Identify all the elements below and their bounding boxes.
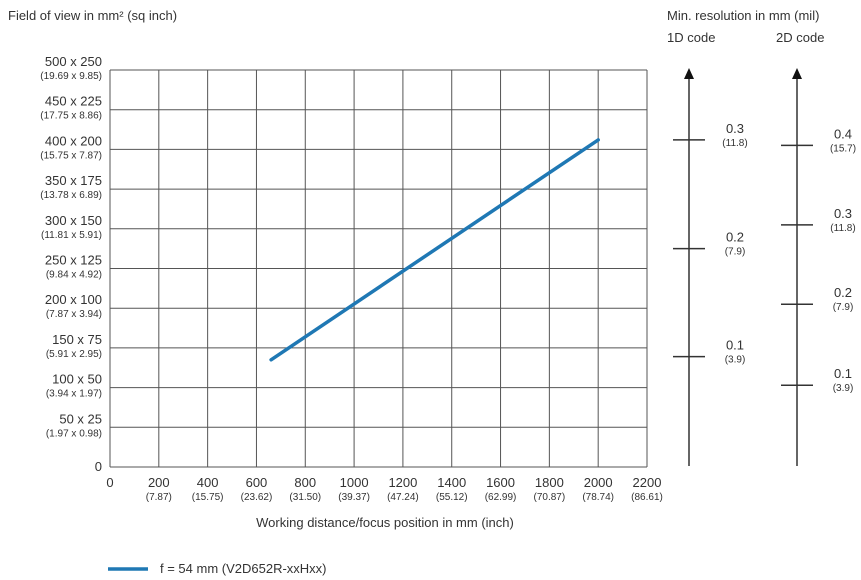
resolution-label: 0.1 [726, 338, 744, 353]
y-tick-label: 200 x 100 [45, 292, 102, 307]
x-tick-sublabel: (31.50) [289, 492, 321, 503]
y-tick-label: 350 x 175 [45, 173, 102, 188]
x-tick-label: 2000 [584, 475, 613, 490]
x-tick-sublabel: (7.87) [146, 492, 172, 503]
x-tick-sublabel: (70.87) [534, 492, 566, 503]
resolution-sublabel: (11.8) [830, 223, 855, 234]
y-tick-label: 450 x 225 [45, 94, 102, 109]
x-tick-label: 1400 [437, 475, 466, 490]
resolution-sublabel: (15.7) [830, 143, 856, 154]
y-tick-label: 50 x 25 [59, 411, 102, 426]
x-tick-sublabel: (86.61) [631, 492, 663, 503]
resolution-label: 0.1 [834, 366, 852, 381]
x-tick-label: 2200 [633, 475, 662, 490]
y-axis-ticks: 0 50 x 25 (1.97 x 0.98) 100 x 50 (3.94 x 1.9… [40, 54, 102, 474]
y-tick-sublabel: (17.75 x 8.86) [40, 111, 102, 122]
legend: f = 54 mm (V2D652R-xxHxx) [108, 561, 327, 576]
arrow-up-icon [684, 68, 694, 79]
y-tick-label: 250 x 125 [45, 253, 102, 268]
resolution-label: 0.4 [834, 126, 852, 141]
resolution-scales: 0.3 (11.8) 0.2 (7.9) 0.1 (3.9) 0.4 (15.7) 0.3 (11… [673, 68, 856, 466]
series-line [269, 138, 600, 362]
legend-label: f = 54 mm (V2D652R-xxHxx) [160, 561, 327, 576]
y-tick-label: 0 [95, 459, 102, 474]
y-tick-sublabel: (19.69 x 9.85) [40, 71, 102, 82]
x-tick-label: 200 [148, 475, 170, 490]
resolution-sublabel: (7.9) [833, 302, 854, 313]
resolution-label: 0.2 [726, 230, 744, 245]
x-tick-label: 1200 [388, 475, 417, 490]
y-tick-sublabel: (9.84 x 4.92) [46, 270, 102, 281]
grid [109, 69, 648, 468]
series-layer [269, 138, 600, 362]
resolution-sublabel: (3.9) [833, 383, 854, 394]
resolution-label: 0.3 [726, 121, 744, 136]
x-axis-ticks: 0 200 (7.87) 400 (15.75) 600 (23.62) 800 (31.50)… [106, 475, 662, 503]
x-tick-label: 0 [106, 475, 113, 490]
y-tick-label: 300 x 150 [45, 213, 102, 228]
x-tick-sublabel: (62.99) [485, 492, 517, 503]
resolution-sublabel: (7.9) [725, 247, 746, 258]
x-tick-label: 1600 [486, 475, 515, 490]
arrow-up-icon [792, 68, 802, 79]
y-tick-sublabel: (1.97 x 0.98) [46, 428, 102, 439]
x-tick-sublabel: (15.75) [192, 492, 224, 503]
y-tick-label: 500 x 250 [45, 54, 102, 69]
resolution-sublabel: (11.8) [722, 138, 747, 149]
y-tick-sublabel: (15.75 x 7.87) [40, 150, 102, 161]
x-tick-sublabel: (47.24) [387, 492, 419, 503]
resolution-title: Min. resolution in mm (mil) [667, 8, 819, 23]
y-tick-sublabel: (13.78 x 6.89) [40, 190, 102, 201]
x-tick-label: 1000 [340, 475, 369, 490]
x-tick-label: 800 [294, 475, 316, 490]
y-tick-sublabel: (11.81 x 5.91) [41, 230, 102, 241]
resolution-2d-title: 2D code [776, 30, 824, 45]
resolution-sublabel: (3.9) [725, 355, 746, 366]
y-tick-sublabel: (3.94 x 1.97) [46, 389, 102, 400]
y-tick-label: 400 x 200 [45, 133, 102, 148]
x-tick-sublabel: (55.12) [436, 492, 468, 503]
x-tick-sublabel: (39.37) [338, 492, 370, 503]
y-tick-label: 150 x 75 [52, 332, 102, 347]
y-axis-title: Field of view in mm² (sq inch) [8, 8, 177, 23]
y-tick-sublabel: (5.91 x 2.95) [46, 349, 102, 360]
resolution-1d-title: 1D code [667, 30, 715, 45]
resolution-label: 0.2 [834, 285, 852, 300]
y-tick-label: 100 x 50 [52, 372, 102, 387]
x-tick-label: 1800 [535, 475, 564, 490]
x-tick-label: 600 [246, 475, 268, 490]
y-tick-sublabel: (7.87 x 3.94) [46, 309, 102, 320]
resolution-label: 0.3 [834, 206, 852, 221]
x-tick-sublabel: (78.74) [582, 492, 614, 503]
x-tick-sublabel: (23.62) [241, 492, 273, 503]
x-axis-title: Working distance/focus position in mm (i… [256, 515, 514, 530]
x-tick-label: 400 [197, 475, 219, 490]
